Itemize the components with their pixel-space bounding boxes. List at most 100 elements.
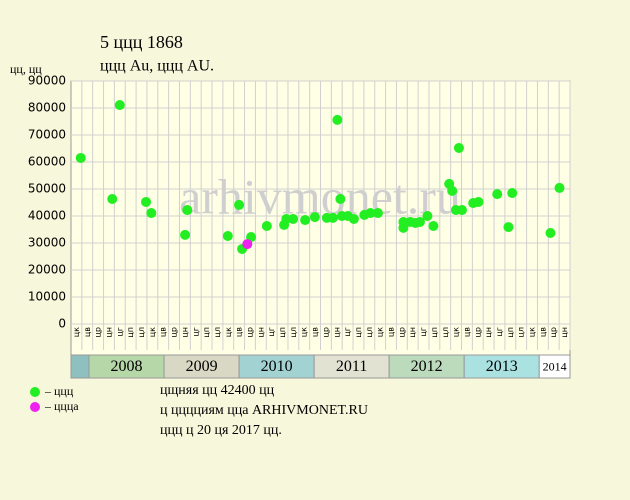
month-label: цп	[354, 327, 363, 338]
month-label: цл	[441, 327, 450, 338]
data-point	[75, 152, 86, 163]
month-label: цл	[213, 327, 222, 338]
data-point	[365, 208, 376, 219]
month-label: цн	[104, 327, 113, 338]
y-tick-label: 20000	[28, 263, 66, 277]
data-point	[300, 215, 311, 226]
y-tick-label: 40000	[28, 209, 66, 223]
data-point	[348, 213, 359, 224]
month-label: цл	[289, 327, 298, 338]
data-point	[554, 182, 565, 193]
month-label: цв	[387, 327, 396, 337]
data-point	[473, 196, 484, 207]
month-label: цв	[235, 327, 244, 337]
data-point	[107, 193, 118, 204]
y-axis-label: цц, цц	[10, 62, 42, 76]
month-label: цв	[159, 327, 168, 337]
month-label: цр	[170, 327, 179, 338]
data-point	[422, 211, 433, 221]
x-tick-label: 2010	[261, 358, 293, 375]
data-point	[414, 216, 425, 227]
data-point	[222, 230, 233, 241]
legend-marker	[30, 402, 40, 412]
month-label: цл	[365, 327, 374, 338]
chart-subtitle: ццц Au, ццц AU.	[100, 58, 214, 75]
month-label: цп	[202, 327, 211, 338]
x-tick-label: 2009	[186, 358, 218, 375]
month-label: цк	[528, 327, 537, 337]
month-label: цг	[191, 327, 200, 337]
data-point	[180, 229, 191, 240]
month-label: цг	[343, 327, 352, 337]
note: цщняя цц 42400 цц	[160, 383, 275, 398]
y-tick-label: 60000	[28, 155, 66, 169]
data-point	[146, 208, 157, 219]
month-label: цл	[517, 327, 526, 338]
month-label: цн	[332, 327, 341, 338]
legend-marker	[30, 387, 40, 397]
month-label: цр	[473, 327, 482, 338]
x-tick-label: 2012	[411, 358, 443, 375]
note: ц цццциям цца ARHIVMONET.RU	[160, 403, 368, 418]
legend-label: – ццц	[44, 384, 74, 398]
data-point	[503, 222, 514, 233]
month-label: цв	[83, 327, 92, 337]
legend-label: – ццца	[44, 399, 79, 413]
month-label: цр	[245, 327, 254, 338]
data-point	[309, 212, 320, 223]
month-label: цв	[311, 327, 320, 337]
year-band-cell	[70, 354, 90, 379]
month-label: цв	[538, 327, 547, 337]
data-point	[372, 208, 383, 219]
month-label: цг	[267, 327, 276, 337]
month-label: цп	[506, 327, 515, 338]
month-label: цр	[321, 327, 330, 338]
month-label: цр	[397, 327, 406, 338]
data-point	[398, 222, 409, 233]
note: ццц ц 20 ця 2017 цц.	[160, 423, 282, 438]
month-label: цк	[148, 327, 157, 337]
data-point	[545, 228, 556, 239]
y-tick-label: 90000	[28, 74, 66, 88]
data-point	[141, 196, 152, 207]
data-point	[453, 142, 464, 153]
data-point	[507, 188, 518, 199]
chart-title: 5 ццц 1868	[100, 32, 183, 52]
month-label: цк	[224, 327, 233, 337]
month-label: цл	[137, 327, 146, 338]
y-tick-label: 10000	[28, 290, 66, 304]
month-label: цн	[560, 327, 569, 338]
month-label: цн	[408, 327, 417, 338]
data-point	[242, 239, 253, 250]
month-label: цк	[376, 327, 385, 337]
month-label: цг	[115, 327, 124, 337]
x-tick-label: 2014	[543, 359, 567, 373]
data-point	[288, 213, 299, 224]
data-point	[447, 185, 458, 196]
month-label: цр	[94, 327, 103, 338]
year-band-cell	[538, 354, 571, 379]
data-point	[261, 220, 272, 231]
data-point	[428, 220, 439, 231]
month-label: цр	[549, 327, 558, 338]
data-point	[114, 100, 125, 111]
data-point	[335, 193, 346, 204]
y-tick-label: 30000	[28, 236, 66, 250]
data-point	[182, 205, 193, 216]
month-label: цг	[419, 327, 428, 337]
y-tick-label: 80000	[28, 101, 66, 115]
month-label: цг	[495, 327, 504, 337]
data-point	[234, 199, 245, 210]
month-label: цв	[462, 327, 471, 337]
month-label: цк	[452, 327, 461, 337]
watermark: arhivmonet.ru	[179, 168, 461, 224]
x-tick-label: 2011	[336, 358, 367, 375]
data-point	[327, 212, 338, 223]
month-label: цп	[278, 327, 287, 338]
x-tick-label: 2013	[486, 358, 518, 375]
y-tick-label: 70000	[28, 128, 66, 142]
data-point	[456, 205, 467, 216]
x-tick-label: 2008	[111, 358, 143, 375]
month-label: цн	[484, 327, 493, 338]
